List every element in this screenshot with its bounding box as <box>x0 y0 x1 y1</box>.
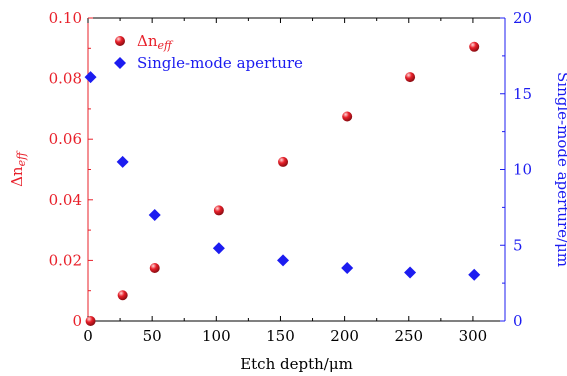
x-tick-label: 200 <box>330 327 359 345</box>
x-axis-title: Etch depth/μm <box>240 355 353 373</box>
x-tick-label: 50 <box>143 327 162 345</box>
legend: Δneff Single-mode aperture <box>114 32 303 72</box>
left-y-tick-label: 0.04 <box>49 191 82 209</box>
aperture-point <box>148 208 161 221</box>
x-tick-label: 250 <box>394 327 423 345</box>
aperture-point <box>277 254 290 267</box>
x-tick-label: 100 <box>202 327 231 345</box>
delta-n-eff-point <box>405 72 416 83</box>
delta-n-eff-point <box>278 156 289 167</box>
x-tick-label: 150 <box>266 327 295 345</box>
left-y-axis-title: Δneff <box>8 150 28 187</box>
left-y-tick-label: 0.02 <box>49 251 82 269</box>
aperture-point <box>116 155 129 168</box>
delta-n-eff-point <box>469 41 480 52</box>
legend-marker-aperture <box>114 57 126 69</box>
x-tick-label: 300 <box>459 327 488 345</box>
left-y-tick-label: 0.10 <box>49 9 82 27</box>
left-y-axis-title-main: Δn <box>8 166 26 187</box>
aperture-point <box>468 268 481 281</box>
delta-n-eff-point <box>85 316 96 326</box>
delta-n-eff-series <box>85 41 480 326</box>
series-layer <box>84 41 481 326</box>
right-y-tick-label: 0 <box>513 312 523 330</box>
x-tick-label: 0 <box>83 327 93 345</box>
legend-marker-delta-n-eff <box>115 36 125 46</box>
single-mode-aperture-series <box>84 71 481 281</box>
left-y-tick-label: 0.06 <box>49 130 82 148</box>
right-y-tick-label: 20 <box>513 9 532 27</box>
right-y-tick-label: 5 <box>513 236 523 254</box>
delta-n-eff-point <box>149 262 160 273</box>
left-y-axis: 0 0.02 0.04 0.06 0.08 0.10 <box>49 9 93 330</box>
aperture-point <box>212 242 225 255</box>
legend-label-aperture: Single-mode aperture <box>137 54 303 72</box>
left-y-axis-title-sub: eff <box>15 150 28 167</box>
x-axis: 0 50 100 150 200 250 300 <box>83 18 487 345</box>
delta-n-eff-point <box>342 111 353 122</box>
delta-n-eff-point <box>117 290 128 301</box>
aperture-point <box>84 71 97 84</box>
aperture-point <box>404 266 417 279</box>
right-y-tick-label: 15 <box>513 85 532 103</box>
right-y-axis-title: Single-mode aperture/μm <box>554 72 567 267</box>
left-y-tick-label: 0 <box>72 312 82 330</box>
aperture-point <box>341 261 354 274</box>
delta-n-eff-point <box>213 205 224 216</box>
right-y-axis: 0 5 10 15 20 <box>500 9 532 330</box>
left-y-tick-label: 0.08 <box>49 70 82 88</box>
right-y-tick-label: 10 <box>513 161 532 179</box>
legend-label-delta-n-eff: Δneff <box>137 32 174 52</box>
